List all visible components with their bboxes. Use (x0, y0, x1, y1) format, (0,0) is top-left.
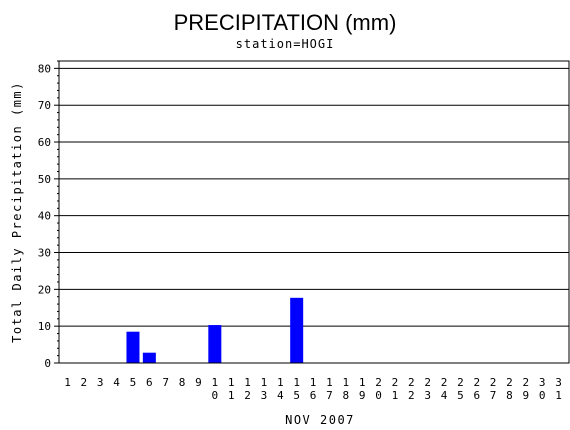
x-tick-label: 4 (113, 376, 120, 389)
x-tick-label: 3 (97, 376, 104, 389)
x-axis-ticks: 1 2 3 4 5 6 7 8 9 1 01 11 21 31 41 51 61 71 81 92 02 12 22 32 42… (64, 376, 562, 402)
y-tick-label: 50 (38, 173, 51, 186)
x-tick-label: 8 (179, 376, 186, 389)
y-axis-ticks: 0 10 20 30 40 50 60 70 80 (38, 60, 59, 370)
y-tick-label: 0 (44, 357, 51, 370)
chart-title: PRECIPITATION (mm) (174, 10, 397, 35)
y-tick-label: 80 (38, 62, 51, 75)
x-axis-label: NOV 2007 (285, 413, 355, 427)
x-tick-label: 6 (146, 376, 153, 389)
y-tick-label: 10 (38, 320, 51, 333)
y-tick-label: 20 (38, 283, 51, 296)
bar-day-6 (142, 352, 156, 363)
bar-day-15 (290, 297, 304, 363)
bar-day-10 (208, 325, 222, 363)
x-tick-label: 1 (64, 376, 71, 389)
x-tick-label: 7 (162, 376, 169, 389)
x-tick-label: 2 (81, 376, 88, 389)
y-tick-label: 70 (38, 99, 51, 112)
x-tick-label: 9 (195, 376, 202, 389)
y-axis-label: Total Daily Precipitation (mm) (10, 81, 24, 343)
bars (126, 297, 304, 363)
chart-subtitle: station=HOGI (236, 37, 335, 51)
bar-day-5 (126, 331, 140, 363)
x-tick-label: 5 (130, 376, 137, 389)
plot-frame (58, 60, 570, 364)
y-tick-label: 40 (38, 210, 51, 223)
y-tick-label: 60 (38, 136, 51, 149)
gridlines (59, 67, 569, 327)
y-tick-label: 30 (38, 247, 51, 260)
